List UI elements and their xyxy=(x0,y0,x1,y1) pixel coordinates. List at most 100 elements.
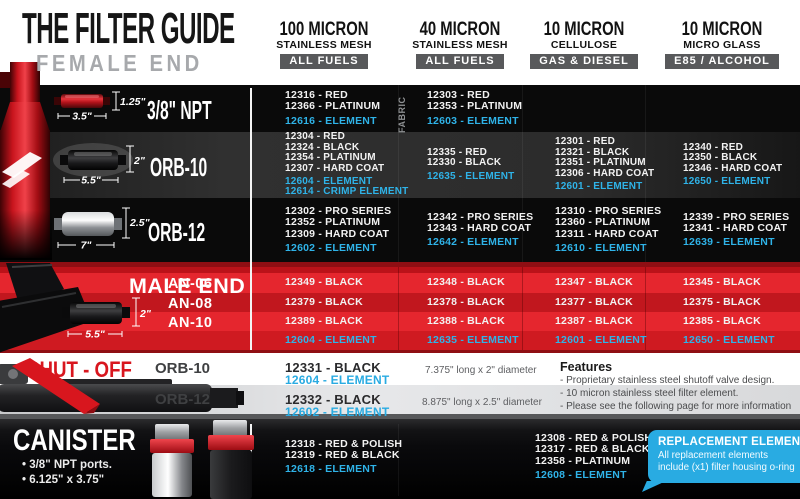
part-list: 12302 - PRO SERIES 12352 - PLATINUM 12309 … xyxy=(285,205,398,240)
part-number: 12348 - BLACK xyxy=(427,276,505,289)
feature-item: - Proprietary stainless steel shutoff va… xyxy=(560,375,775,386)
element-number: 12650 - ELEMENT xyxy=(683,175,771,187)
part-number: 12340 - RED xyxy=(683,141,744,153)
part-number: 12349 - BLACK xyxy=(285,276,363,289)
column-divider xyxy=(398,85,399,262)
cell-an06-40micron: 12348 - BLACK xyxy=(398,273,522,293)
part-list: 12335 - RED 12330 - BLACK xyxy=(427,147,522,169)
element-list: 12650 - ELEMENT xyxy=(683,175,800,187)
part-number: 12366 - PLATINUM xyxy=(285,100,381,113)
dim-label: 1.25" xyxy=(120,96,146,108)
column-material: STAINLESS MESH xyxy=(276,39,372,51)
element-number: 12601 - ELEMENT xyxy=(555,333,647,346)
part-number: 12304 - RED xyxy=(285,131,346,143)
male-band-stripe xyxy=(0,293,800,312)
fuel-badge: ALL FUELS xyxy=(416,54,504,69)
element-number: 12608 - ELEMENT xyxy=(535,468,627,481)
element-number: 12614 - CRIMP ELEMENT xyxy=(285,186,409,198)
part-list: 12303 - RED 12353 - PLATINUM xyxy=(427,89,523,113)
cell-orb10-microglass: 12340 - RED 12350 - BLACK 12346 - HARD COA… xyxy=(645,132,800,198)
part-number: 12352 - PLATINUM xyxy=(285,216,381,229)
element-list: 12601 - ELEMENT xyxy=(555,181,645,192)
part-number: 12316 - RED xyxy=(285,89,348,102)
cell-an08-cellulose: 12377 - BLACK xyxy=(522,293,645,312)
size-note: 8.875" long x 2.5" diameter xyxy=(422,397,542,408)
part-number: 12341 - HARD COAT xyxy=(683,221,788,234)
part-number: 12387 - BLACK xyxy=(555,314,633,327)
part-list: 12318 - RED & POLISH 12319 - RED & BLACK xyxy=(285,438,402,461)
part-number: 12307 - HARD COAT xyxy=(285,162,385,174)
element-number: 12635 - ELEMENT xyxy=(427,333,519,346)
column-material: CELLULOSE xyxy=(550,39,618,51)
cell-orb12-cellulose: 12310 - PRO SERIES 12360 - PLATINUM 12311 … xyxy=(522,198,662,262)
column-header-10-micron-micro-glass: 10 MICRON MICRO GLASS E85 / ALCOHOL xyxy=(647,20,797,69)
part-number: 12310 - PRO SERIES xyxy=(555,205,662,218)
part-number: 12377 - BLACK xyxy=(555,295,633,308)
column-divider xyxy=(645,85,646,262)
element-number: 12604 - ELEMENT xyxy=(285,373,390,387)
part-number: 12332 - BLACK xyxy=(285,392,381,407)
part-number: 12339 - PRO SERIES xyxy=(683,210,790,223)
male-band-stripe xyxy=(0,331,800,350)
part-number: 12375 - BLACK xyxy=(683,295,761,308)
row-label-an06: AN-06 xyxy=(168,276,213,292)
callout-body: All replacement elements include (x1) fi… xyxy=(658,450,795,473)
features-list: - Proprietary stainless steel shutoff va… xyxy=(560,374,791,413)
column-name: 10 MICRON xyxy=(681,19,763,40)
part-number: 12353 - PLATINUM xyxy=(427,100,523,113)
cell-male-element-cellulose: 12601 - ELEMENT xyxy=(522,331,647,350)
element-number: 12639 - ELEMENT xyxy=(683,236,775,249)
element-list: 12642 - ELEMENT xyxy=(427,236,522,248)
cell-an10-microglass: 12385 - BLACK xyxy=(645,312,800,331)
canister-bullets: • 3/8" NPT ports. • 6.125" x 3.75" xyxy=(22,458,112,488)
section-label-male-end: MALE END xyxy=(129,274,246,298)
part-list: 12308 - RED & POLISH 12317 - RED & BLACK 1… xyxy=(535,432,652,467)
features-block: Features - Proprietary stainless steel s… xyxy=(560,360,791,413)
element-number: 12603 - ELEMENT xyxy=(427,114,519,127)
column-divider xyxy=(645,267,646,350)
row-label-orb10: ORB-10 xyxy=(150,152,208,182)
row-label-shutoff-orb10: ORB-10 xyxy=(155,360,211,377)
column-divider xyxy=(398,267,399,350)
part-number: 12331 - BLACK xyxy=(285,360,381,375)
cell-an06-cellulose: 12347 - BLACK xyxy=(522,273,645,293)
canister-product-photos xyxy=(150,420,254,499)
part-number: 12343 - HARD COAT xyxy=(427,221,532,234)
cell-male-element-40micron: 12635 - ELEMENT xyxy=(398,331,522,350)
element-number: 12604 - ELEMENT xyxy=(285,175,373,187)
cell-orb10-40micron: 12335 - RED 12330 - BLACK 12635 - ELEMENT xyxy=(398,132,522,198)
column-name: 10 MICRON xyxy=(543,19,625,40)
column-name: 100 MICRON xyxy=(279,19,369,40)
part-number: 12345 - BLACK xyxy=(683,276,761,289)
element-number: 12602 - ELEMENT xyxy=(285,241,377,254)
part-number: 12351 - PLATINUM xyxy=(555,157,646,169)
cell-npt-40micron: 12303 - RED 12353 - PLATINUM 12603 - ELEM… xyxy=(398,85,522,132)
element-number: 12618 - ELEMENT xyxy=(285,463,377,476)
part-list: 12342 - PRO SERIES 12343 - HARD COAT xyxy=(427,211,533,234)
dim-label: 5.5" xyxy=(81,175,102,187)
row-label-an08: AN-08 xyxy=(168,296,213,312)
element-number: 12602 - ELEMENT xyxy=(285,405,390,419)
cell-canister-100micron: 12318 - RED & POLISH 12319 - RED & BLACK … xyxy=(250,419,402,495)
red-filter-product-photo xyxy=(0,62,52,260)
column-name: 40 MICRON xyxy=(419,19,501,40)
element-number: 12635 - ELEMENT xyxy=(427,170,515,182)
fuel-badge: GAS & DIESEL xyxy=(530,54,638,69)
fuel-badge: ALL FUELS xyxy=(280,54,368,69)
cell-orb10-100micron: 12304 - RED 12324 - BLACK 12354 - PLATINUM… xyxy=(250,131,409,198)
row-label-an10: AN-10 xyxy=(168,315,213,331)
element-list: 12604 - ELEMENT 12614 - CRIMP ELEMENT xyxy=(285,175,409,198)
part-number: 12388 - BLACK xyxy=(427,314,505,327)
callout-title: REPLACEMENT ELEMENTS xyxy=(658,436,800,448)
element-list: 12618 - ELEMENT xyxy=(285,463,398,476)
cell-an10-100micron: 12389 - BLACK xyxy=(250,312,398,331)
column-divider xyxy=(398,424,399,496)
element-number: 12650 - ELEMENT xyxy=(683,333,775,346)
part-number: 12346 - HARD COAT xyxy=(683,162,783,174)
cell-an10-cellulose: 12387 - BLACK xyxy=(522,312,645,331)
npt-filter-thumb: 1.25" 3.5" xyxy=(54,91,146,123)
fuel-badge: E85 / ALCOHOL xyxy=(665,54,779,69)
part-list: 12304 - RED 12324 - BLACK 12354 - PLATINUM… xyxy=(285,131,398,174)
element-list: 12639 - ELEMENT xyxy=(683,236,800,249)
